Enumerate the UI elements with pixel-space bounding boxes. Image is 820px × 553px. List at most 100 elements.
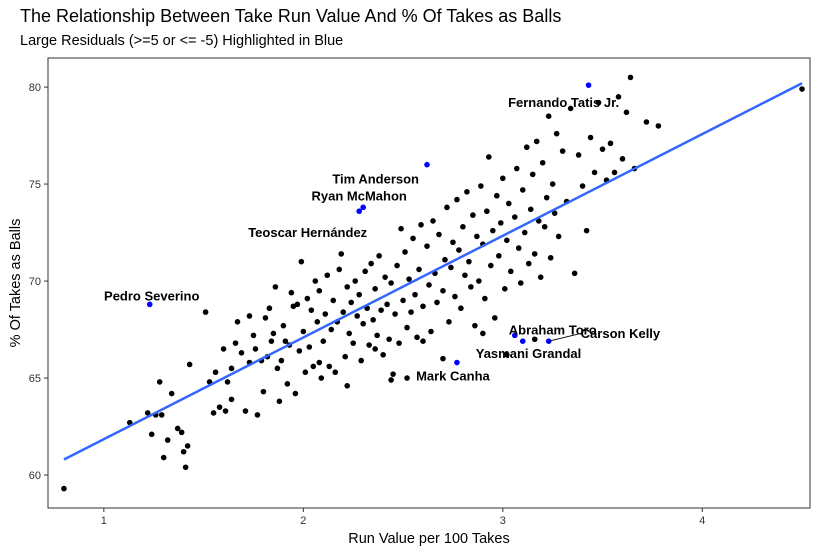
y-tick-label: 75: [29, 179, 41, 191]
data-point: [352, 278, 358, 284]
y-tick-label: 70: [29, 276, 41, 288]
data-point: [402, 249, 408, 255]
data-point: [184, 443, 191, 449]
data-point: [288, 289, 295, 296]
data-point: [547, 254, 554, 261]
data-point: [348, 299, 355, 306]
data-point: [555, 233, 562, 240]
data-point: [394, 262, 400, 269]
data-point: [490, 227, 496, 234]
data-point: [559, 148, 566, 154]
data-point: [376, 253, 382, 259]
data-point: [384, 301, 390, 308]
data-point: [274, 365, 281, 372]
data-point: [404, 324, 410, 331]
data-point: [304, 295, 311, 302]
data-point: [444, 204, 450, 211]
data-point: [366, 342, 372, 348]
data-point: [392, 311, 398, 317]
data-point: [418, 222, 424, 228]
data-point: [222, 408, 229, 414]
data-point: [434, 299, 440, 306]
data-point: [212, 369, 219, 376]
data-point: [298, 258, 305, 265]
x-tick-label: 2: [300, 515, 306, 527]
data-point: [320, 338, 327, 344]
data-point: [148, 431, 155, 438]
data-point: [282, 338, 289, 344]
data-point: [372, 346, 378, 352]
data-point: [484, 208, 490, 215]
data-point: [358, 357, 364, 364]
data-point: [61, 485, 67, 492]
data-point: [368, 260, 374, 267]
data-point: [478, 183, 484, 189]
data-points: [61, 74, 805, 492]
data-point: [408, 309, 414, 315]
data-point: [380, 351, 386, 358]
data-point: [356, 291, 362, 298]
highlighted-point: [511, 332, 518, 339]
annotation-label: Yasmani Grandal: [476, 346, 581, 361]
data-point: [262, 315, 269, 321]
data-point: [362, 268, 368, 275]
data-point: [400, 297, 406, 304]
highlighted-point: [545, 338, 552, 344]
data-point: [332, 369, 339, 376]
data-point: [202, 309, 209, 315]
data-point: [234, 318, 241, 325]
data-point: [468, 284, 474, 290]
data-point: [416, 266, 422, 273]
data-point: [543, 194, 550, 201]
data-point: [619, 156, 626, 162]
data-point: [396, 340, 402, 346]
data-point: [420, 303, 426, 310]
data-point: [284, 381, 291, 387]
data-point: [268, 338, 275, 344]
data-point: [276, 398, 283, 405]
data-point: [442, 256, 448, 263]
data-point: [260, 388, 267, 395]
data-point: [424, 243, 430, 249]
data-point: [326, 363, 333, 370]
data-point: [607, 140, 614, 147]
data-point: [272, 284, 279, 290]
data-point: [591, 169, 598, 176]
data-point: [525, 260, 532, 267]
data-point: [292, 390, 299, 397]
highlighted-point: [146, 301, 153, 308]
data-point: [448, 264, 454, 271]
data-point: [553, 130, 560, 137]
data-point: [228, 365, 235, 372]
data-point: [342, 353, 349, 360]
data-point: [344, 383, 351, 389]
data-point: [266, 305, 273, 312]
data-point: [294, 301, 301, 308]
data-point: [374, 332, 380, 339]
highlighted-point: [454, 359, 460, 366]
data-point: [446, 318, 452, 325]
data-point: [655, 123, 662, 129]
data-point: [178, 429, 185, 436]
data-point: [278, 357, 285, 364]
highlighted-point: [585, 82, 592, 88]
data-point: [414, 334, 420, 341]
data-point: [220, 346, 227, 352]
data-point: [466, 258, 472, 265]
data-point: [420, 338, 426, 344]
data-point: [533, 138, 540, 145]
highlighted-points: [146, 82, 592, 366]
data-point: [390, 371, 396, 377]
data-point: [595, 99, 602, 106]
data-point: [398, 225, 404, 232]
data-point: [388, 377, 394, 383]
data-point: [280, 322, 287, 329]
data-point: [210, 410, 217, 416]
data-point: [472, 322, 478, 329]
data-point: [537, 274, 544, 280]
annotation-label: Mark Canha: [416, 369, 490, 384]
data-point: [360, 320, 366, 327]
annotation-leader-line: [548, 333, 578, 342]
y-tick-label: 65: [29, 373, 41, 385]
